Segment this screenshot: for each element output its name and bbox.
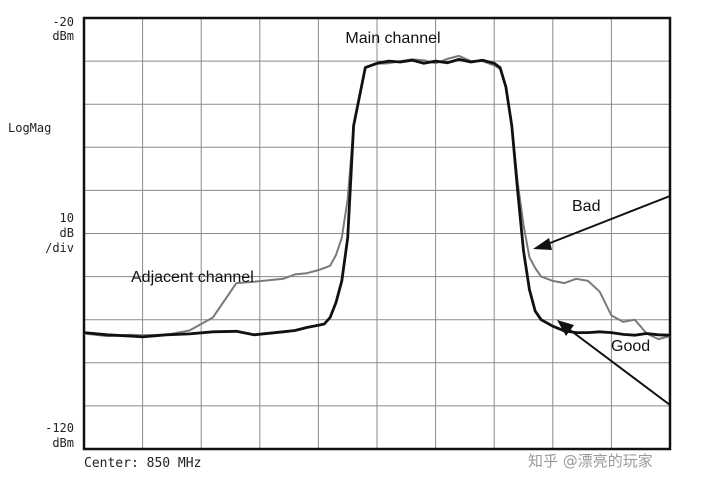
annotation-main-channel: Main channel [345, 30, 440, 47]
scale-per-div: /div [45, 241, 74, 255]
annotation-bad: Bad [572, 198, 600, 215]
scale-value: 10 [60, 211, 74, 225]
y-top-value: -20 [52, 15, 74, 29]
y-axis-label: LogMag [8, 121, 51, 135]
y-bottom-value: -120 [45, 421, 74, 435]
x-axis-label: Center: 850 MHz [84, 456, 201, 471]
arrow-good [557, 320, 671, 406]
scale-unit: dB [60, 226, 74, 240]
arrow-bad [533, 195, 671, 250]
y-bottom-unit: dBm [52, 436, 74, 450]
plot-frame [82, 16, 672, 451]
watermark: 知乎 @漂亮的玩家 [528, 452, 653, 470]
y-top-unit: dBm [52, 29, 74, 43]
grid [84, 18, 670, 449]
annotation-good: Good [611, 338, 650, 355]
annotation-adjacent-channel: Adjacent channel [131, 269, 254, 286]
